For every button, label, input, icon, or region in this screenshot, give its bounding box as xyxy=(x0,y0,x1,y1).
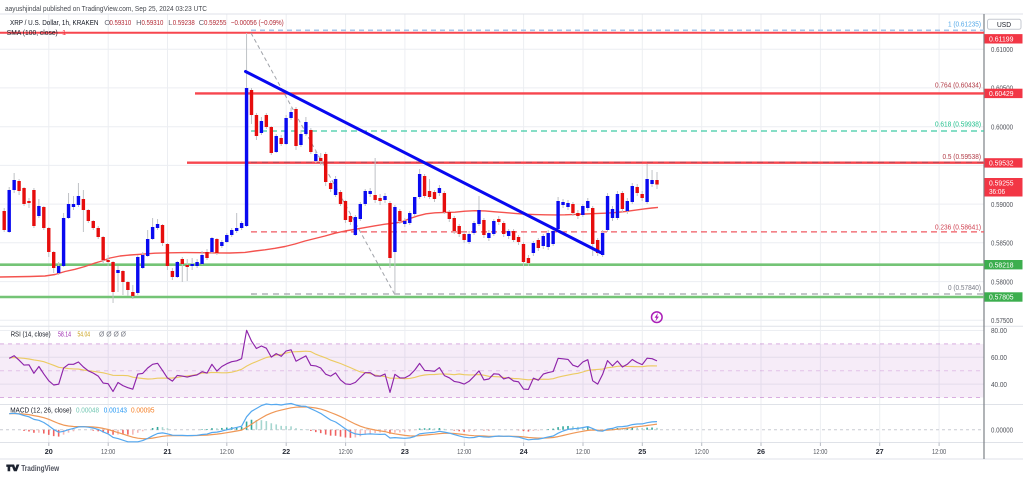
svg-text:C: C xyxy=(199,18,205,27)
svg-text:0.60429: 0.60429 xyxy=(989,89,1014,98)
svg-text:0.58218: 0.58218 xyxy=(989,260,1014,269)
svg-text:12:00: 12:00 xyxy=(576,447,590,456)
svg-text:0.61000: 0.61000 xyxy=(991,45,1013,54)
svg-text:0.59000: 0.59000 xyxy=(991,200,1013,209)
svg-text:1: 1 xyxy=(62,28,66,37)
svg-text:1 (0.61235): 1 (0.61235) xyxy=(948,20,981,29)
svg-text:0.60500: 0.60500 xyxy=(991,84,1013,93)
svg-text:0.59255: 0.59255 xyxy=(204,18,226,27)
svg-text:54.04: 54.04 xyxy=(78,329,91,338)
svg-text:25: 25 xyxy=(638,447,646,456)
svg-text:58.14: 58.14 xyxy=(58,329,71,338)
svg-text:12:00: 12:00 xyxy=(932,447,946,456)
svg-text:0.57500: 0.57500 xyxy=(991,316,1013,325)
svg-text:0.59238: 0.59238 xyxy=(173,18,195,27)
svg-text:L: L xyxy=(168,18,172,27)
svg-text:12:00: 12:00 xyxy=(101,447,115,456)
svg-text:0.236 (0.58641): 0.236 (0.58641) xyxy=(935,222,981,231)
svg-text:12:00: 12:00 xyxy=(813,447,827,456)
svg-text:0.618 (0.59938): 0.618 (0.59938) xyxy=(935,120,981,129)
svg-text:12:00: 12:00 xyxy=(695,447,709,456)
svg-text:0.59255: 0.59255 xyxy=(989,179,1014,188)
svg-text:XRP / U.S. Dollar, 1h, KRAKEN: XRP / U.S. Dollar, 1h, KRAKEN xyxy=(10,18,99,27)
svg-text:0.5 (0.59538): 0.5 (0.59538) xyxy=(943,152,982,161)
svg-text:0.00000: 0.00000 xyxy=(991,426,1013,435)
svg-text:40.00: 40.00 xyxy=(991,380,1007,389)
svg-text:60.00: 60.00 xyxy=(991,353,1007,362)
svg-text:26: 26 xyxy=(757,447,765,456)
svg-text:22: 22 xyxy=(282,447,290,456)
svg-text:SMA (100, close): SMA (100, close) xyxy=(7,28,58,37)
svg-text:0.59310: 0.59310 xyxy=(110,18,132,27)
svg-text:0.57805: 0.57805 xyxy=(989,293,1014,302)
svg-text:80.00: 80.00 xyxy=(991,326,1007,335)
svg-text:0.00048: 0.00048 xyxy=(76,405,99,414)
svg-text:Ø Ø Ø Ø: Ø Ø Ø Ø xyxy=(99,332,127,339)
svg-text:H: H xyxy=(136,18,141,27)
svg-text:0.58000: 0.58000 xyxy=(991,277,1013,286)
svg-text:12:00: 12:00 xyxy=(220,447,234,456)
svg-text:0.60000: 0.60000 xyxy=(991,122,1013,131)
svg-text:0 (0.57840): 0 (0.57840) xyxy=(948,283,981,292)
svg-text:O: O xyxy=(104,18,110,27)
svg-text:0.00095: 0.00095 xyxy=(131,405,155,414)
svg-text:0.59310: 0.59310 xyxy=(142,18,164,27)
svg-text:21: 21 xyxy=(164,447,172,456)
svg-text:12:00: 12:00 xyxy=(338,447,352,456)
svg-text:23: 23 xyxy=(401,447,409,456)
svg-text:0.61199: 0.61199 xyxy=(989,34,1014,43)
svg-text:TradingView: TradingView xyxy=(21,464,59,473)
svg-text:36:06: 36:06 xyxy=(989,187,1005,196)
svg-text:0.00143: 0.00143 xyxy=(104,405,127,414)
svg-text:24: 24 xyxy=(520,447,528,456)
svg-text:−0.00056 (−0.09%): −0.00056 (−0.09%) xyxy=(231,18,284,27)
svg-text:USD: USD xyxy=(997,20,1011,29)
svg-text:12:00: 12:00 xyxy=(457,447,471,456)
svg-text:RSI (14, close): RSI (14, close) xyxy=(11,329,51,338)
svg-text:27: 27 xyxy=(876,447,884,456)
svg-text:20: 20 xyxy=(45,447,53,456)
svg-text:0.59532: 0.59532 xyxy=(989,159,1014,168)
svg-text:aayushjindal published on Trad: aayushjindal published on TradingView.co… xyxy=(5,4,208,13)
svg-text:MACD (12, 26, close): MACD (12, 26, close) xyxy=(10,405,72,414)
svg-text:0.764 (0.60434): 0.764 (0.60434) xyxy=(935,81,981,90)
svg-text:0.58500: 0.58500 xyxy=(991,239,1013,248)
